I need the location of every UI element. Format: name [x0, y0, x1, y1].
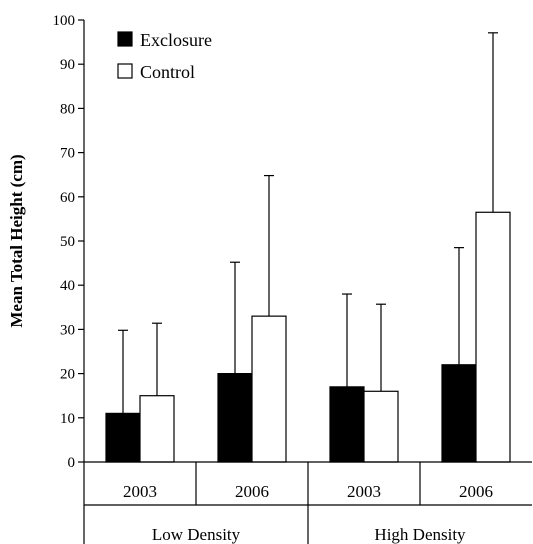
y-tick-label: 20	[60, 367, 75, 383]
exclosure-bar	[105, 412, 141, 463]
control-bar	[475, 211, 511, 463]
x-category-label: 2003	[123, 482, 157, 501]
y-tick-label: 0	[68, 455, 76, 471]
y-tick-label: 30	[60, 322, 75, 338]
y-tick-label: 80	[60, 101, 75, 117]
control-bar	[251, 315, 287, 463]
y-tick-label: 70	[60, 146, 75, 162]
x-category-label: 2003	[347, 482, 381, 501]
legend-label: Control	[140, 62, 195, 82]
legend: Exclosure Control	[117, 30, 212, 82]
y-tick-label: 100	[53, 13, 76, 29]
y-tick-label: 60	[60, 190, 75, 206]
control-bar	[139, 395, 175, 463]
y-axis-title: Mean Total Height (cm)	[7, 154, 26, 327]
y-tick-label: 90	[60, 57, 75, 73]
y-tick-label: 50	[60, 234, 75, 250]
y-tick-label: 40	[60, 278, 75, 294]
legend-label: Exclosure	[140, 30, 212, 50]
x-group-label: High Density	[374, 525, 466, 544]
x-group-label: Low Density	[152, 525, 241, 544]
control-bar	[363, 390, 399, 463]
exclosure-bar	[329, 386, 365, 463]
x-category-label: 2006	[459, 482, 493, 501]
bars	[105, 32, 511, 463]
legend-swatch	[117, 63, 133, 79]
legend-swatch	[117, 31, 133, 47]
x-axis: 2003 2006 2003 2006 Low Density High Density	[83, 461, 532, 544]
exclosure-bar	[217, 373, 253, 463]
y-tick-label: 10	[60, 411, 75, 427]
y-axis: 0 10 20 30 40 50 60 70 80 90 100	[53, 13, 85, 471]
exclosure-bar	[441, 364, 477, 463]
x-category-label: 2006	[235, 482, 269, 501]
